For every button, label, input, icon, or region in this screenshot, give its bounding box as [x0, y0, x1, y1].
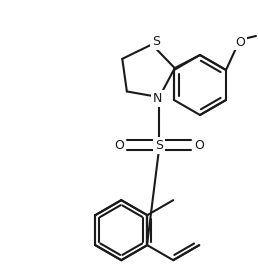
Text: S: S [155, 139, 163, 152]
Text: O: O [194, 139, 204, 152]
Text: O: O [235, 36, 245, 48]
Text: O: O [114, 139, 124, 152]
Text: S: S [152, 35, 160, 48]
Text: N: N [152, 92, 162, 105]
